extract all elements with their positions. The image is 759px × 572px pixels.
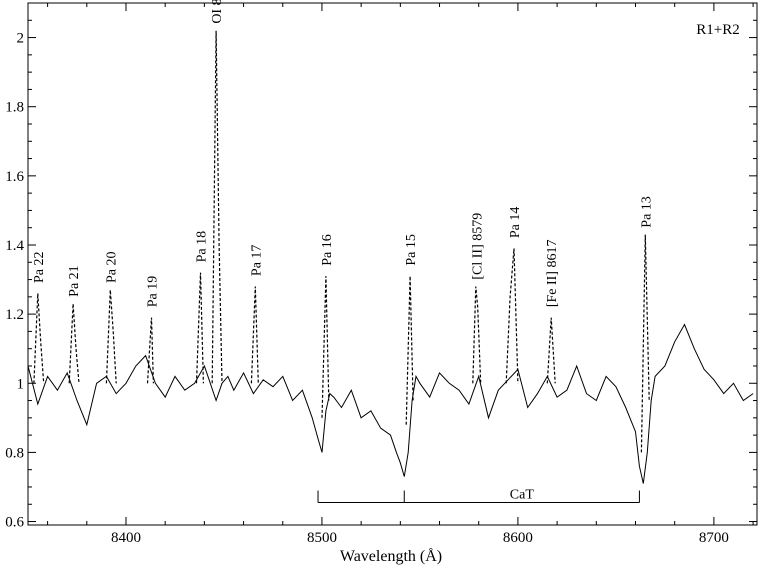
series-layer xyxy=(27,30,754,484)
emission-line-segment xyxy=(321,276,330,418)
y-tick-label: 0.8 xyxy=(5,445,24,461)
y-tick-label: 2 xyxy=(17,31,25,47)
plot-frame xyxy=(27,2,758,526)
line-annotation: Pa 17 xyxy=(249,245,264,277)
emission-line-segment xyxy=(250,286,259,384)
emission-line-segment xyxy=(195,272,204,384)
line-annotation: [Fe II] 8617 xyxy=(545,240,560,308)
line-annotation: Pa 14 xyxy=(508,207,523,239)
emission-line-segment xyxy=(505,248,519,384)
y-tick-label: 1.2 xyxy=(5,307,24,323)
x-tick-label: 8500 xyxy=(307,530,337,546)
x-tick-label: 8700 xyxy=(699,530,729,546)
emission-line-segment xyxy=(211,30,223,384)
emission-line-segment xyxy=(68,303,80,384)
emission-line-segment xyxy=(405,276,414,425)
axes-layer: 8400 8500 8600 8700 0.6 0.8 1 1.2 1.4 1.6 1.8 2 xyxy=(5,2,758,546)
y-tick-label: 1.4 xyxy=(5,238,24,254)
x-tick-label: 8400 xyxy=(111,530,141,546)
y-tick-label: 0.6 xyxy=(5,515,24,531)
line-annotation: [Cl II] 8579 xyxy=(471,213,486,280)
y-tick-label: 1.8 xyxy=(5,100,24,116)
line-annotation: Pa 15 xyxy=(404,234,419,266)
line-annotation: Pa 16 xyxy=(320,234,335,266)
line-annotation: Pa 20 xyxy=(104,251,119,283)
cat-bracket-label: CaT xyxy=(510,488,535,503)
line-annotation: Pa 22 xyxy=(32,252,47,284)
emission-line-segment xyxy=(33,293,45,384)
spectrum-line xyxy=(27,323,754,484)
emission-line-segment xyxy=(546,317,556,384)
y-tick-label: 1.6 xyxy=(5,169,24,185)
emission-line-segment xyxy=(472,286,482,384)
emission-line-segment xyxy=(640,234,650,453)
line-annotation: Pa 21 xyxy=(67,265,82,297)
line-annotation: Pa 18 xyxy=(194,231,209,263)
x-axis-label: Wavelength (Å) xyxy=(340,547,442,565)
emission-line-segment xyxy=(146,317,154,384)
cat-bracket: CaT xyxy=(317,488,640,504)
panel-label: R1+R2 xyxy=(696,22,739,38)
line-annotation: OI 8446 xyxy=(210,0,225,24)
annotation-layer: Pa 22 Pa 21 Pa 20 Pa 19 Pa 18 OI 8446 Pa 17 Pa … xyxy=(32,0,654,307)
x-tick-label: 8600 xyxy=(503,530,533,546)
line-annotation: Pa 19 xyxy=(146,276,161,308)
line-annotation: Pa 13 xyxy=(639,196,654,228)
emission-line-segment xyxy=(105,289,117,384)
y-tick-label: 1 xyxy=(17,376,25,392)
